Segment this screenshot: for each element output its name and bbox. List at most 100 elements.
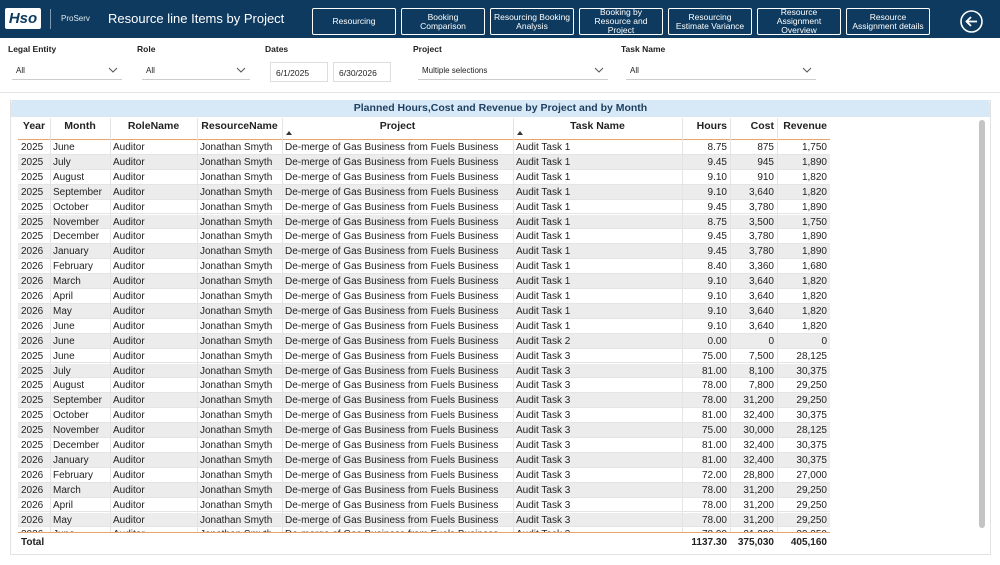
table-cell: 9.10 — [707, 291, 727, 302]
table-cell: 2025 — [21, 201, 44, 213]
table-cell: 3,780 — [748, 246, 774, 258]
table-cell: 30,375 — [796, 440, 827, 451]
filter-label: Task Name — [621, 44, 666, 54]
table-cell: Audit Task 2 — [516, 335, 571, 347]
table-cell: June — [53, 320, 75, 332]
column-divider — [50, 118, 51, 550]
table-cell: 8.40 — [707, 261, 727, 273]
table-row — [18, 378, 830, 394]
table-cell: 3,640 — [748, 276, 774, 288]
table-cell: Audit Task 3 — [516, 410, 571, 422]
table-cell: 2025 — [21, 425, 44, 437]
table-cell: 81.00 — [701, 440, 727, 451]
table-cell: 3,780 — [748, 201, 774, 213]
table-cell: 9.45 — [707, 231, 727, 243]
table-cell: Auditor — [113, 320, 145, 332]
table-cell: 2026 — [21, 335, 44, 347]
start-date[interactable]: 6/1/2025 — [270, 62, 328, 82]
task-dropdown[interactable]: All — [626, 62, 816, 80]
table-cell: De-merge of Gas Business from Fuels Busi… — [285, 231, 499, 243]
table-cell: Auditor — [113, 201, 145, 213]
project-dropdown[interactable]: Multiple selections — [418, 62, 608, 80]
table-cell: Auditor — [113, 410, 145, 422]
column-divider — [682, 118, 683, 550]
nav-button[interactable]: Resourcing Booking Analysis — [490, 8, 574, 35]
table-cell: 29,250 — [796, 380, 827, 392]
scrollbar[interactable] — [979, 120, 985, 528]
table-cell: 1,890 — [801, 231, 827, 243]
table-row — [18, 214, 830, 230]
filter-bar — [0, 38, 1000, 93]
table-cell: Audit Task 3 — [516, 484, 571, 496]
table-cell: January — [53, 246, 89, 258]
table-cell: 875 — [757, 142, 774, 153]
table-cell: Auditor — [113, 246, 145, 258]
table-row — [18, 333, 830, 349]
table-cell: 81.00 — [701, 365, 727, 377]
table-cell: De-merge of Gas Business from Fuels Busi… — [285, 171, 499, 183]
table-cell: 1,750 — [801, 216, 827, 228]
table-cell: Audit Task 3 — [516, 380, 571, 392]
role-dropdown[interactable]: All — [142, 62, 250, 80]
header-underline — [18, 139, 830, 140]
table-cell: Auditor — [113, 499, 145, 511]
table-cell: Jonathan Smyth — [200, 320, 273, 332]
table-cell: 78.00 — [701, 499, 727, 511]
table-cell: Jonathan Smyth — [200, 484, 273, 496]
table-cell: De-merge of Gas Business from Fuels Busi… — [285, 142, 499, 153]
table-cell: De-merge of Gas Business from Fuels Busi… — [285, 350, 499, 362]
table-cell: 31,200 — [743, 484, 774, 496]
brand: ProServ — [61, 14, 90, 23]
table-cell: 2026 — [21, 320, 44, 332]
back-button[interactable] — [959, 9, 984, 34]
table-cell: Audit Task 1 — [516, 320, 571, 332]
table-cell: Audit Task 3 — [516, 469, 571, 481]
nav-button[interactable]: Resource Assignment details — [846, 8, 930, 35]
table-cell: De-merge of Gas Business from Fuels Busi… — [285, 305, 499, 317]
table-cell: Audit Task 1 — [516, 142, 571, 153]
table-row — [18, 244, 830, 260]
table-cell: Jonathan Smyth — [200, 469, 273, 481]
table-cell: October — [53, 410, 89, 422]
table-cell: Audit Task 1 — [516, 231, 571, 243]
table-cell: De-merge of Gas Business from Fuels Busi… — [285, 514, 499, 526]
table-row — [18, 438, 830, 453]
table-cell: 30,375 — [796, 365, 827, 377]
table-cell: De-merge of Gas Business from Fuels Busi… — [285, 469, 499, 481]
dropdown-value: All — [146, 66, 155, 75]
table-cell: 9.10 — [707, 276, 727, 288]
nav-button[interactable]: Resource Assignment Overview — [757, 8, 841, 35]
table-cell: De-merge of Gas Business from Fuels Busi… — [285, 484, 499, 496]
table-row — [18, 229, 830, 245]
end-date[interactable]: 6/30/2026 — [333, 62, 391, 82]
column-divider — [730, 118, 731, 550]
table-cell: Auditor — [113, 156, 145, 168]
table-cell: 2026 — [21, 484, 44, 496]
table-cell: July — [53, 365, 71, 377]
table-cell: Auditor — [113, 261, 145, 273]
table-cell: Auditor — [113, 305, 145, 317]
nav-button[interactable]: Booking Comparison — [401, 8, 485, 35]
legal-entity-dropdown[interactable]: All — [12, 62, 122, 80]
table-cell: Auditor — [113, 171, 145, 183]
table-cell: 31,200 — [743, 514, 774, 526]
table-cell: September — [53, 395, 102, 407]
column-divider — [197, 118, 198, 550]
table-cell: June — [53, 335, 75, 347]
top-bar — [0, 0, 1000, 38]
nav-button[interactable]: Resourcing — [312, 8, 396, 35]
table-cell: July — [53, 156, 71, 168]
nav-button[interactable]: Resourcing Estimate Variance — [668, 8, 752, 35]
table-row — [18, 348, 830, 364]
table-cell: 32,400 — [743, 410, 774, 422]
table-cell: 8,100 — [748, 365, 774, 377]
nav-button[interactable]: Booking by Resource and Project — [579, 8, 663, 35]
table-cell: 29,250 — [796, 484, 827, 496]
table-cell: 2026 — [21, 276, 44, 288]
column-divider — [110, 118, 111, 550]
table-cell: March — [53, 276, 81, 288]
column-divider — [282, 118, 283, 550]
table-cell: 29,250 — [796, 514, 827, 526]
table-cell: 1,820 — [801, 186, 827, 198]
table-cell: 1,750 — [801, 142, 827, 153]
